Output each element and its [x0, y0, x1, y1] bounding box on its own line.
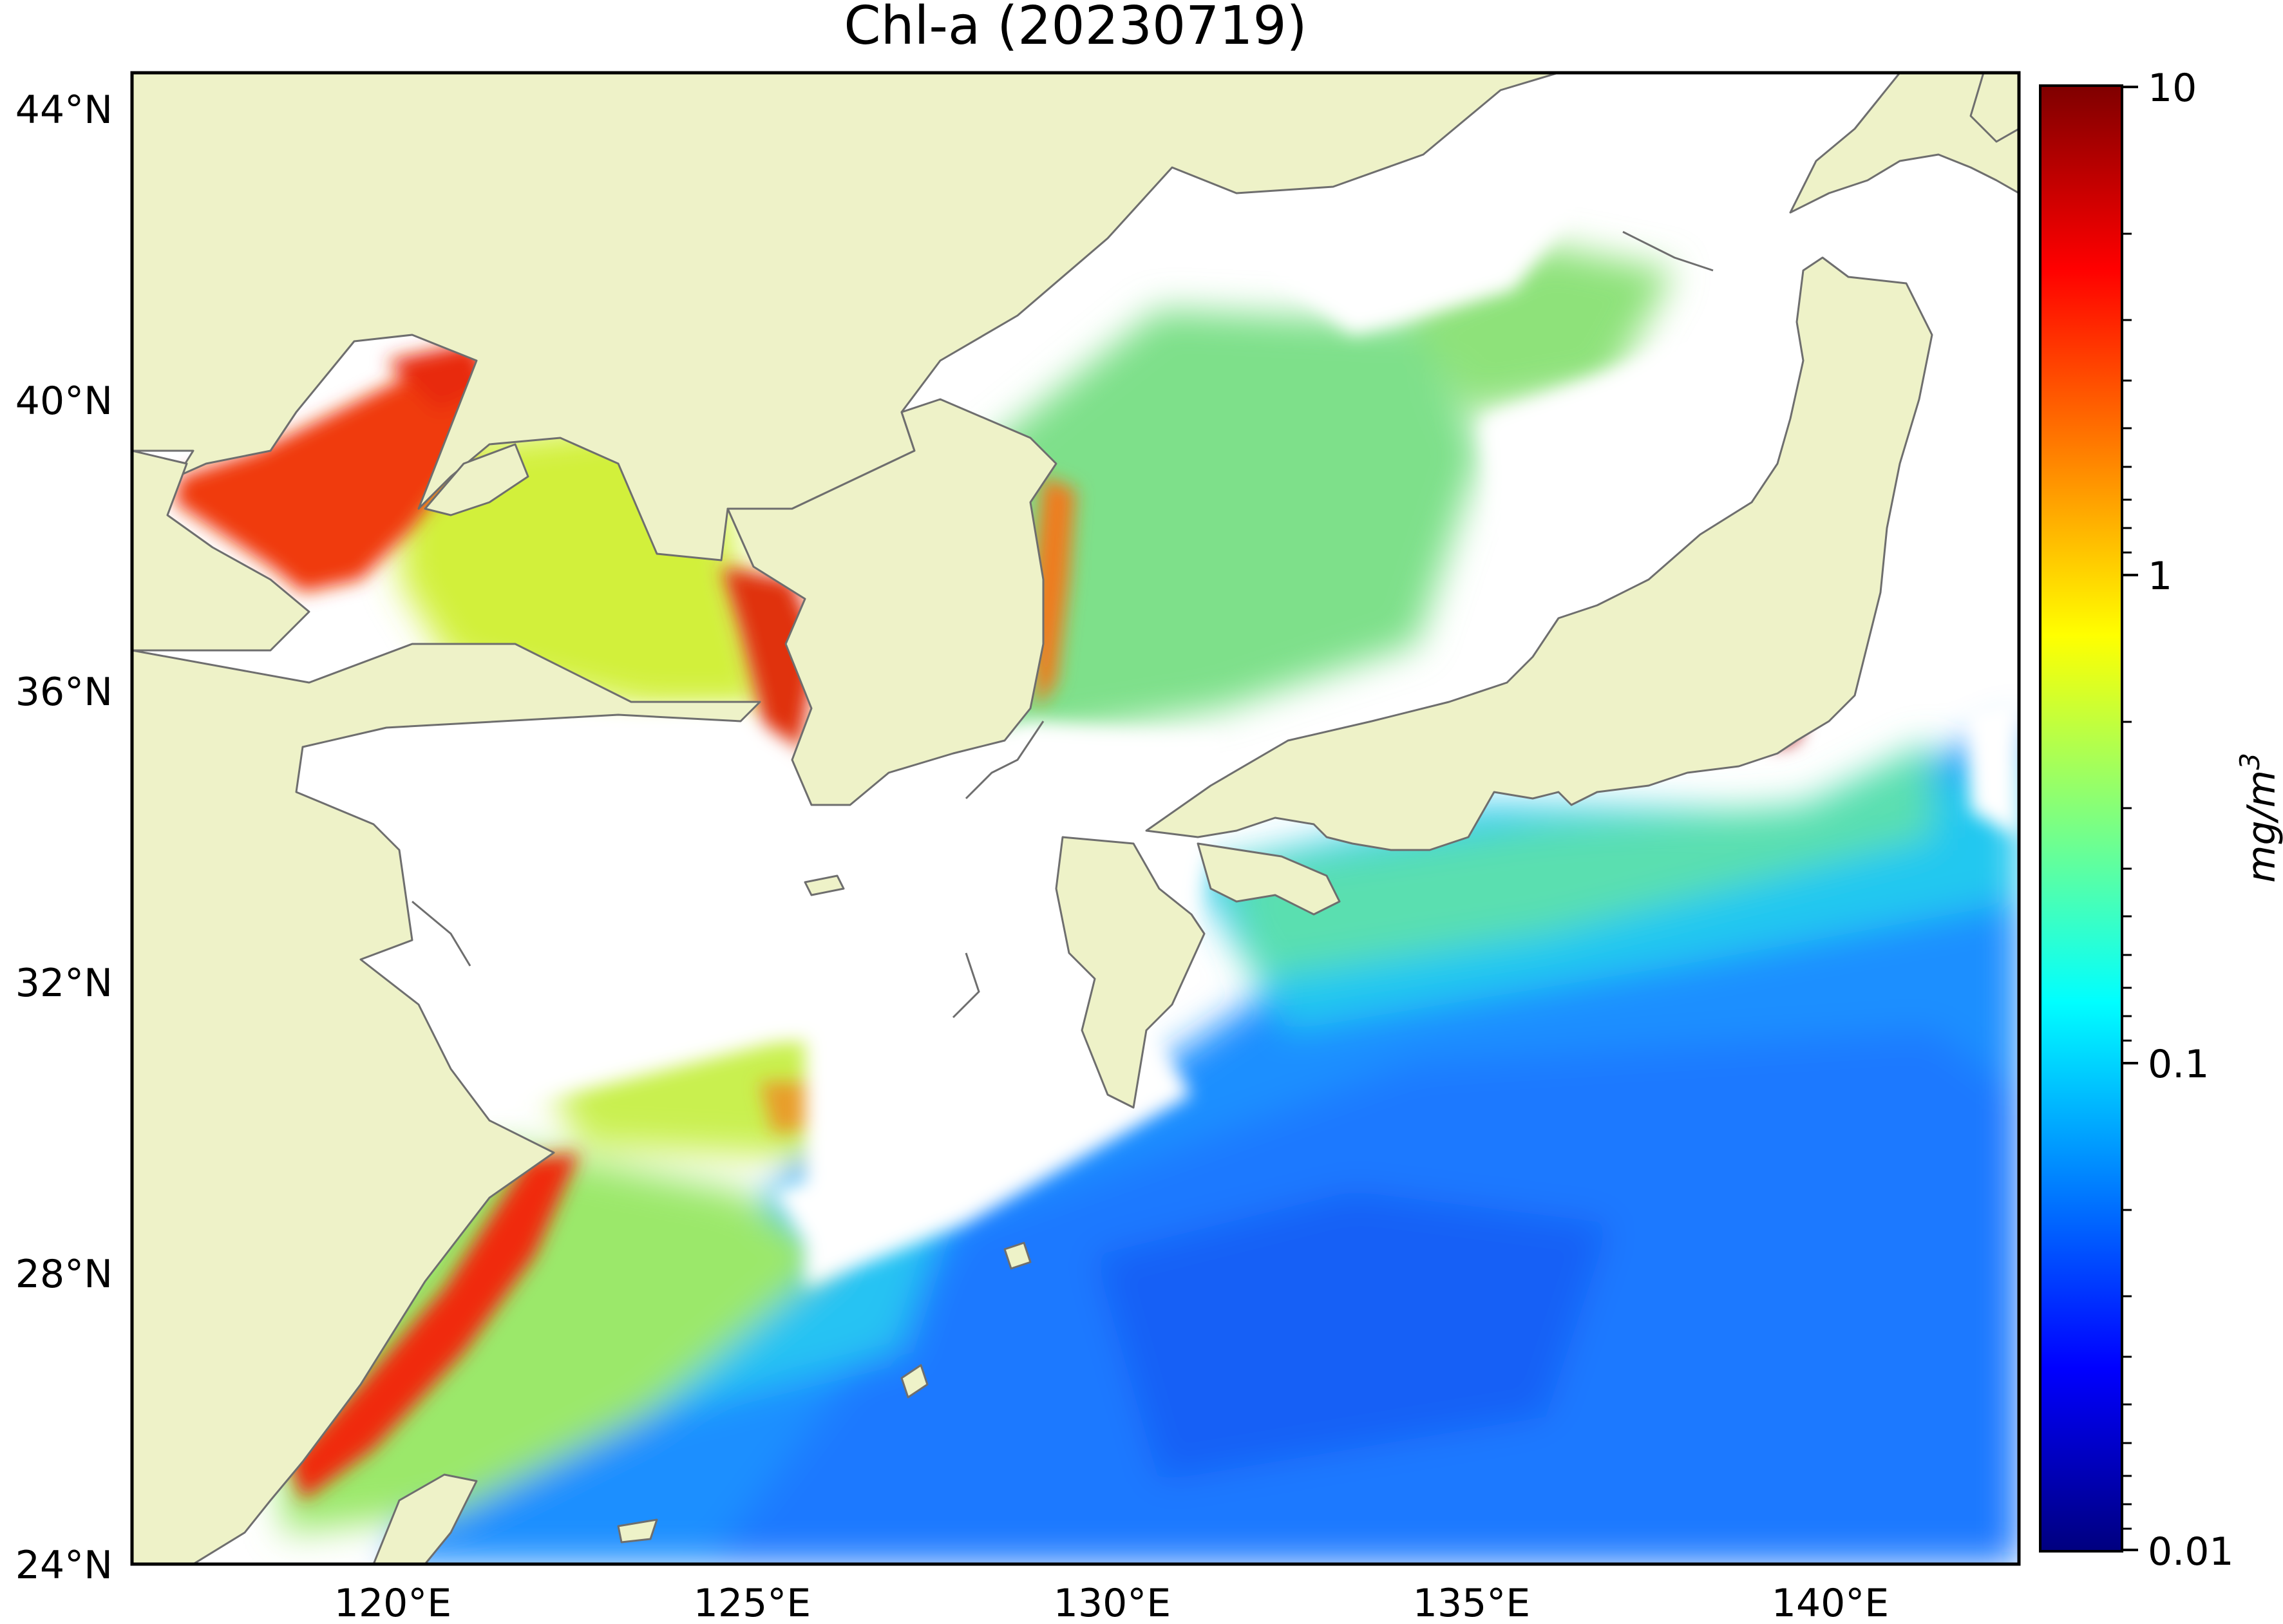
chlorophyll-field	[270, 245, 2019, 1564]
lat-tick-label-28: 28°N	[15, 1252, 113, 1297]
colorbar-ticks	[2122, 86, 2138, 1551]
land-shikoku	[1197, 842, 1341, 916]
colorbar-label-10: 10	[2148, 66, 2197, 111]
land-jeju	[804, 874, 845, 896]
land-sakhalin	[1969, 73, 2019, 143]
land-okinawa	[900, 1364, 929, 1399]
lat-tick-label-40: 40°N	[15, 379, 113, 424]
lon-tick-label-125: 125°E	[694, 1581, 811, 1624]
colorbar-label-0-1: 0.1	[2148, 1042, 2209, 1087]
colorbar-label-0-01: 0.01	[2148, 1529, 2234, 1574]
land-amami	[1003, 1242, 1032, 1270]
lat-tick-label-24: 24°N	[15, 1543, 113, 1588]
colorbar-gradient	[2040, 86, 2122, 1551]
coastline-accents	[412, 231, 1714, 1019]
longitude-axis: 120°E 125°E 130°E 135°E 140°E	[334, 1581, 1889, 1624]
colorbar-minor-ticks	[2122, 232, 2132, 1530]
lon-tick-label-135: 135°E	[1413, 1581, 1530, 1624]
lat-tick-label-36: 36°N	[15, 670, 113, 715]
colorbar-unit-superscript: 3	[2234, 753, 2266, 770]
land-ryukyu-sw	[617, 1518, 658, 1544]
map-frame	[130, 71, 2021, 1566]
land-taiwan	[372, 1473, 478, 1564]
land-liaodong	[424, 443, 529, 516]
colorbar-label-1: 1	[2148, 554, 2172, 599]
map-title: Chl-a (20230719)	[844, 0, 1307, 57]
latitude-axis: 44°N 40°N 36°N 32°N 28°N 24°N	[15, 88, 113, 1588]
colorbar-unit-label: mg/m3	[2234, 753, 2283, 883]
lon-tick-label-120: 120°E	[334, 1581, 451, 1624]
land-china-east	[132, 643, 761, 1564]
svg-text:mg/m3: mg/m3	[2234, 753, 2283, 883]
land-kyushu	[1055, 836, 1206, 1109]
lon-tick-label-140: 140°E	[1772, 1581, 1889, 1624]
map-area	[132, 73, 2019, 1564]
land-hokkaido	[1789, 73, 2019, 214]
land-north-asia	[132, 73, 1560, 562]
land-masses	[132, 73, 2019, 1564]
land-bohai-coast	[132, 449, 310, 652]
land-korea	[726, 398, 1057, 806]
colorbar-unit: mg/m	[2239, 770, 2283, 883]
colorbar-frame	[2039, 84, 2123, 1553]
lon-tick-label-130: 130°E	[1054, 1581, 1171, 1624]
land-honshu	[1145, 256, 1933, 851]
lat-tick-label-44: 44°N	[15, 88, 113, 133]
lat-tick-label-32: 32°N	[15, 961, 113, 1006]
colorbar: 10 1 0.1 0.01 mg/m3	[2039, 66, 2283, 1574]
